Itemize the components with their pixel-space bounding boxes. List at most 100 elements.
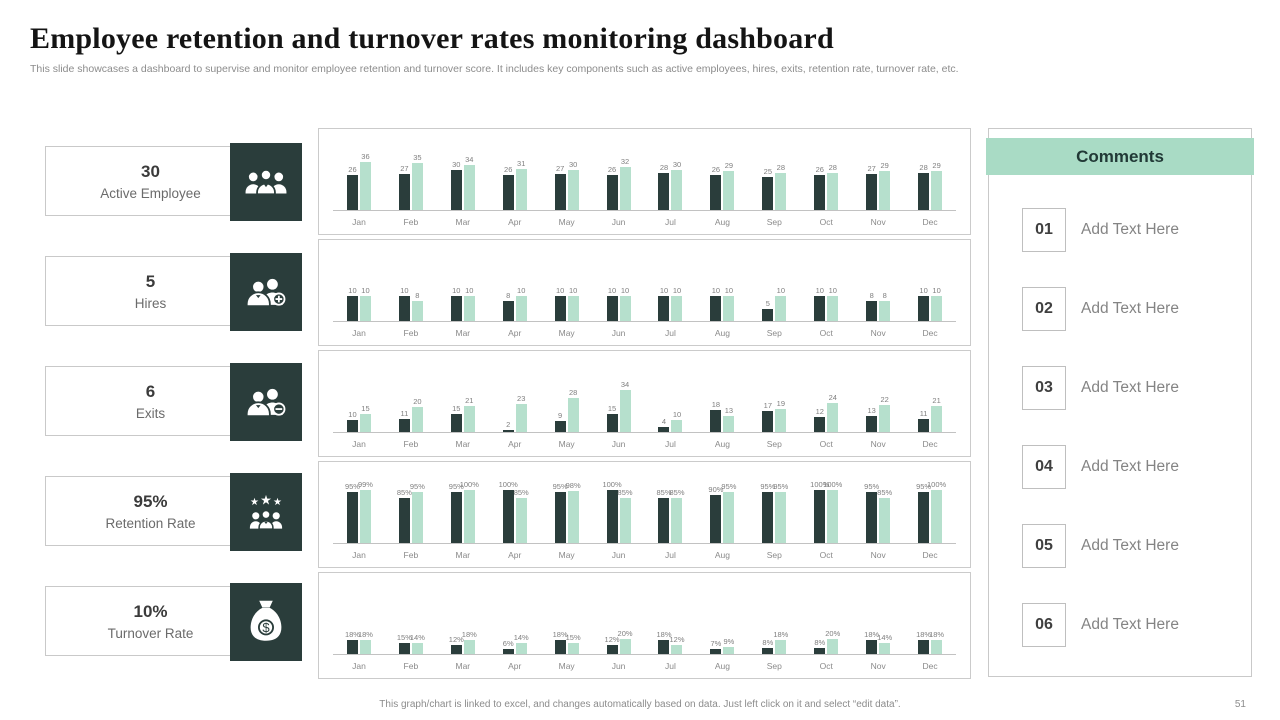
bar-dark: 18% — [553, 630, 568, 654]
bar-group-jan: 26 36 — [333, 129, 385, 210]
bar-dark: 6% — [502, 639, 514, 654]
bar-group-apr: 2 23 — [489, 351, 541, 432]
bar-group-mar: 15 21 — [437, 351, 489, 432]
bar-light: 28 — [827, 163, 839, 210]
bar-value-label: 28 — [568, 387, 578, 397]
comment-item-4[interactable]: 04 Add Text Here — [1022, 445, 1251, 489]
chart-panel-1[interactable]: 26 36 27 35 30 34 26 31 27 30 26 32 28 30 26 29 25 28 26 28… — [318, 128, 971, 235]
chart-panel-3[interactable]: 10 15 11 20 15 21 2 23 9 28 15 34 4 10 18 13 17 19 12 24 13 2… — [318, 350, 971, 457]
plot-area: 10 15 11 20 15 21 2 23 9 28 15 34 4 10 18 13 17 19 12 24 13 2… — [333, 351, 956, 433]
bar-light: 30 — [567, 160, 579, 210]
stars-users-icon — [230, 473, 302, 551]
bar-value-label: 18 — [711, 399, 721, 409]
bar-dark: 25 — [762, 167, 774, 210]
bar-dark: 26 — [814, 165, 826, 210]
bar-dark: 11 — [398, 409, 410, 432]
month-label: Oct — [819, 328, 833, 338]
bar-value-label: 95% — [760, 482, 776, 492]
bar-group-jul: 85% 85% — [645, 462, 697, 543]
bar-dark: 8% — [814, 638, 826, 654]
bar-group-aug: 7% 9% — [696, 573, 748, 654]
month-label: Aug — [714, 661, 730, 671]
bar-light: 36 — [359, 152, 371, 210]
bar-dark: 95% — [345, 482, 360, 543]
chart-panel-5[interactable]: 18% 18% 15% 14% 12% 18% 6% 14% 18% 15% 12% 20% 18% 12… — [318, 572, 971, 679]
comment-item-3[interactable]: 03 Add Text Here — [1022, 366, 1251, 410]
bar-dark: 12% — [605, 635, 620, 654]
bar-value-label: 100% — [810, 479, 830, 489]
kpi-value: 5 — [145, 271, 156, 291]
month-label: May — [558, 217, 575, 227]
comments-header: Comments — [986, 138, 1254, 175]
bar-group-jul: 28 30 — [645, 129, 697, 210]
month-label: Apr — [508, 217, 522, 227]
bar-dark: 7% — [710, 639, 722, 654]
bar-group-oct: 100% 100% — [800, 462, 852, 543]
month-label: May — [558, 328, 575, 338]
bar-value-label: 8% — [814, 637, 826, 647]
bar-dark: 12% — [449, 635, 464, 654]
bar-dark: 26 — [710, 165, 722, 210]
users-group-icon — [230, 143, 302, 221]
kpi-value: 30 — [141, 161, 160, 181]
chart-panel-4[interactable]: 95% 99% 85% 95% 95% 100% 100% 85% 95% 98% 100% 85% 8… — [318, 461, 971, 568]
bar-value-label: 85% — [513, 487, 529, 497]
comment-number: 01 — [1022, 208, 1066, 252]
bar-value-label: 4 — [661, 417, 667, 427]
bar-dark: 18% — [656, 630, 671, 654]
bar-group-sep: 8% 18% — [748, 573, 800, 654]
comment-number: 03 — [1022, 366, 1066, 410]
bar-value-label: 10 — [620, 286, 630, 295]
month-label: Oct — [819, 550, 833, 560]
bar-value-label: 10 — [711, 286, 721, 295]
comment-item-2[interactable]: 02 Add Text Here — [1022, 287, 1251, 331]
bar-group-aug: 18 13 — [696, 351, 748, 432]
slide-footer: This graph/chart is linked to excel, and… — [0, 699, 1280, 710]
chart-panel-2[interactable]: 10 10 10 8 10 10 8 10 10 10 10 10 10 10 10 10 5 10 10 10 8 8 1… — [318, 239, 971, 346]
bar-dark: 90% — [708, 485, 723, 543]
bar-dark: 28 — [658, 163, 670, 210]
bar-value-label: 95% — [344, 482, 360, 492]
bar-value-label: 100% — [927, 479, 947, 489]
kpi-column: 30 Active Employee 5 — [45, 143, 302, 696]
bar-light: 100% — [460, 480, 479, 543]
bar-value-label: 26 — [815, 165, 824, 175]
kpi-label: Retention Rate — [105, 515, 196, 531]
comments-body: 01 Add Text Here 02 Add Text Here 03 Add… — [989, 175, 1251, 647]
bar-group-jun: 100% 85% — [593, 462, 645, 543]
bar-light: 8 — [879, 291, 891, 321]
bar-group-dec: 28 29 — [904, 129, 956, 210]
comment-item-1[interactable]: 01 Add Text Here — [1022, 208, 1251, 252]
bar-group-apr: 26 31 — [489, 129, 541, 210]
bar-light: 15% — [566, 633, 581, 654]
bar-group-may: 95% 98% — [541, 462, 593, 543]
x-axis-labels: Jan Feb Mar Apr May Jun Jul Aug Sep Oct Nov Dec — [333, 655, 956, 677]
bar-value-label: 15 — [452, 403, 461, 413]
bar-value-label: 10 — [659, 286, 669, 295]
bar-light: 99% — [358, 480, 373, 543]
bar-group-jan: 95% 99% — [333, 462, 385, 543]
bar-light: 22 — [879, 395, 891, 432]
bar-dark: 18% — [916, 630, 931, 654]
bar-light: 9% — [723, 637, 735, 654]
month-label: Aug — [714, 328, 730, 338]
bar-value-label: 100% — [498, 479, 518, 489]
comment-item-5[interactable]: 05 Add Text Here — [1022, 524, 1251, 568]
bar-dark: 18% — [864, 630, 879, 654]
bar-value-label: 10 — [348, 409, 357, 419]
month-label: Jan — [352, 439, 366, 449]
bar-dark: 10 — [346, 286, 358, 321]
bar-value-label: 27 — [400, 164, 409, 173]
kpi-text: 6 Exits — [46, 367, 229, 435]
bar-light: 12% — [669, 635, 684, 654]
bar-value-label: 12% — [604, 634, 620, 644]
bar-group-sep: 95% 95% — [748, 462, 800, 543]
bar-value-label: 36 — [361, 152, 370, 161]
month-label: Dec — [922, 661, 938, 671]
month-label: Apr — [508, 550, 522, 560]
comment-item-6[interactable]: 06 Add Text Here — [1022, 603, 1251, 647]
bar-value-label: 9% — [723, 637, 735, 647]
month-label: Nov — [870, 661, 886, 671]
bar-value-label: 85% — [396, 487, 412, 497]
month-label: Dec — [922, 217, 938, 227]
